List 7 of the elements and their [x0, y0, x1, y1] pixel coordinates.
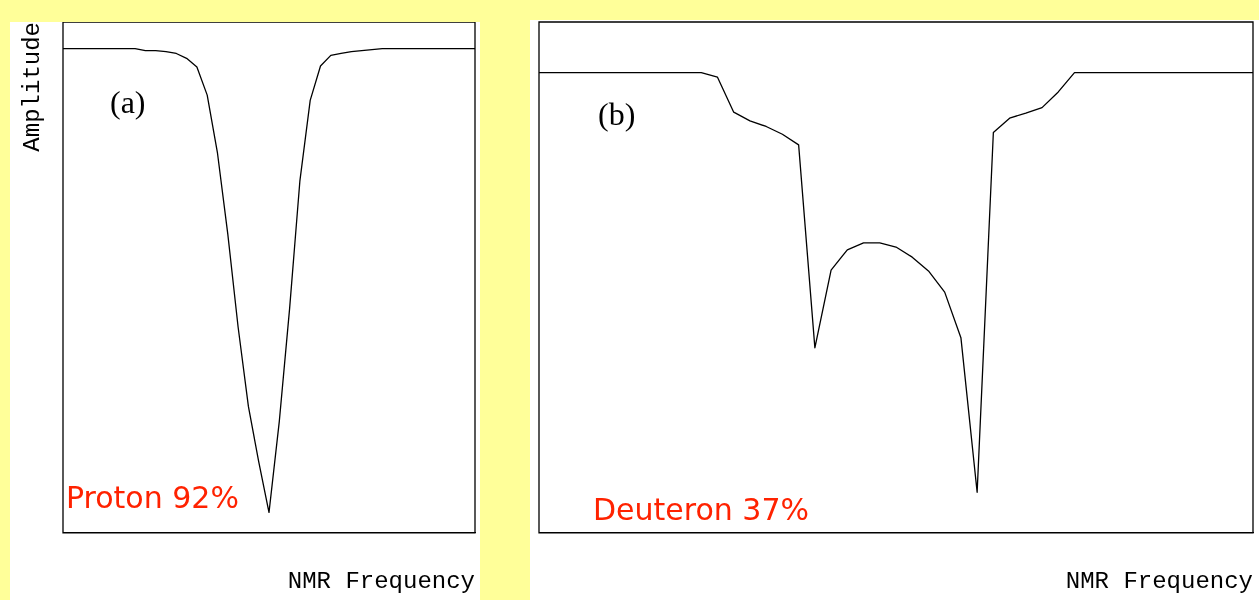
- x-axis-title: NMR Frequency: [1065, 567, 1253, 595]
- annotation: (a): [110, 84, 146, 121]
- y-axis-title: Amplitude: [19, 22, 47, 152]
- x-axis-title: NMR Frequency: [287, 567, 475, 595]
- annotation: Proton 92%: [66, 479, 239, 515]
- annotation: (b): [598, 96, 636, 133]
- annotation: Deuteron 37%: [593, 491, 810, 527]
